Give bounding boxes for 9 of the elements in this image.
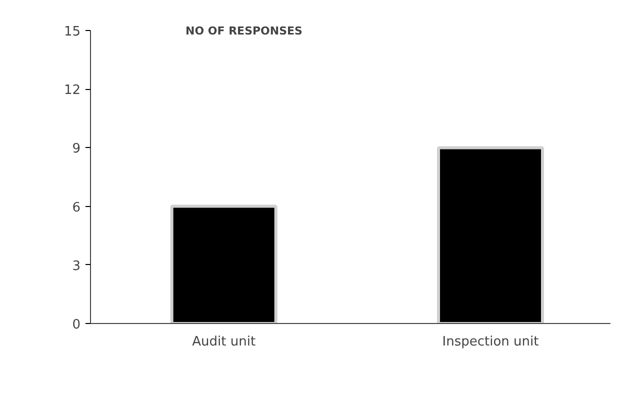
y-tick-label: 3 bbox=[72, 258, 81, 274]
y-tick-label: 0 bbox=[72, 318, 81, 332]
x-tick-label: Audit unit bbox=[192, 334, 256, 350]
x-tick-label: Inspection unit bbox=[442, 334, 539, 350]
y-tick-label: 12 bbox=[64, 83, 81, 98]
chart-title: NO OF RESPONSES bbox=[186, 24, 303, 38]
y-tick-label: 6 bbox=[72, 200, 81, 216]
y-tick-label: 9 bbox=[72, 142, 81, 157]
y-tick-label: 15 bbox=[64, 24, 81, 40]
